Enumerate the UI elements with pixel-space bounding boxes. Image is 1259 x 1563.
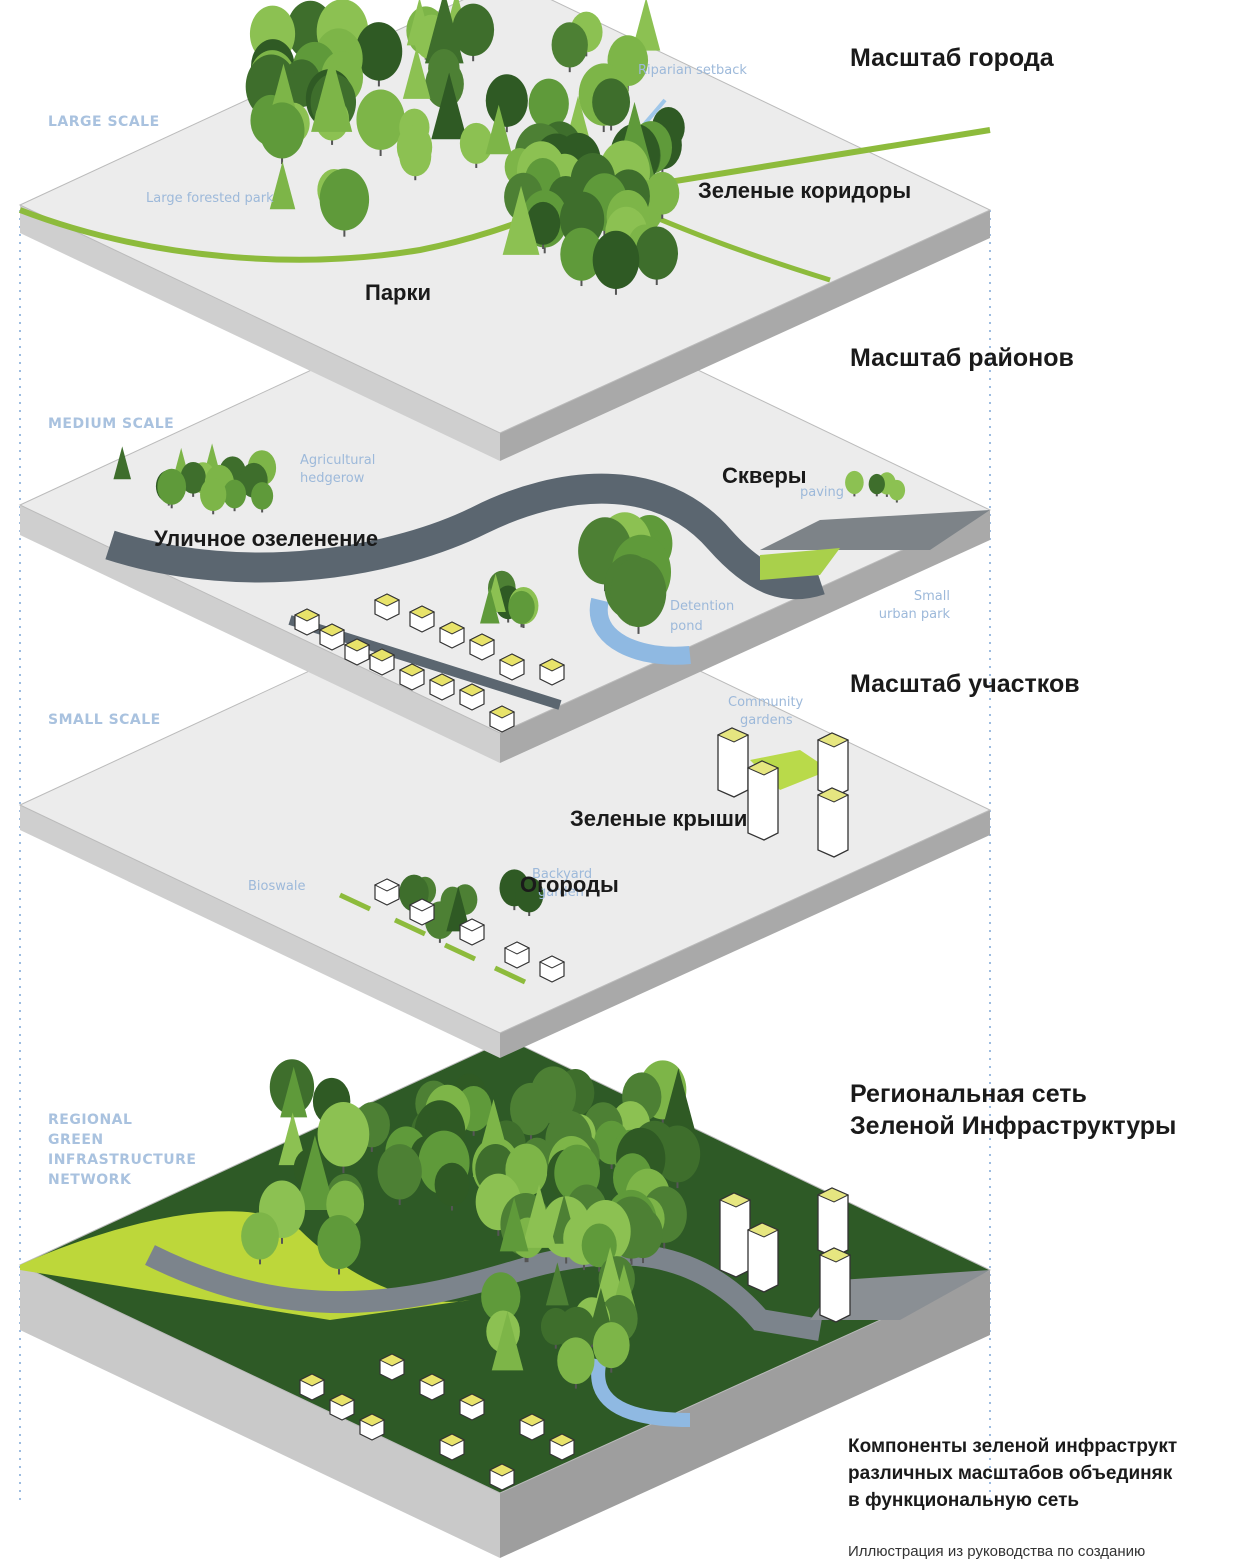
text-line: urban park bbox=[879, 607, 951, 622]
text-line: gardens bbox=[740, 713, 793, 728]
tree bbox=[611, 558, 667, 627]
annotation: Riparian setback bbox=[638, 63, 747, 78]
tree bbox=[529, 79, 569, 129]
caption: Компоненты зеленой инфраструкт различных … bbox=[848, 1436, 1177, 1511]
text-line: Региональная сеть bbox=[850, 1080, 1087, 1108]
tree bbox=[508, 591, 535, 624]
tree bbox=[593, 231, 640, 289]
tree bbox=[318, 1102, 370, 1167]
text-line: GREEN bbox=[48, 1132, 104, 1148]
tree bbox=[435, 1163, 470, 1206]
text-line: hedgerow bbox=[300, 471, 365, 486]
label: Уличное озеленение bbox=[154, 526, 378, 551]
label: Парки bbox=[365, 280, 431, 305]
tree bbox=[845, 471, 864, 494]
layer-title: Масштаб города bbox=[850, 44, 1055, 72]
tree bbox=[552, 22, 588, 67]
label: Скверы bbox=[722, 463, 807, 488]
text-line: REGIONAL bbox=[48, 1112, 132, 1128]
scale-label: LARGE SCALE bbox=[48, 114, 160, 130]
tree bbox=[356, 89, 404, 149]
tree bbox=[869, 474, 885, 494]
text-line: Зеленой Инфраструктуры bbox=[850, 1112, 1176, 1140]
tree bbox=[399, 136, 431, 176]
text-line: Bioswale bbox=[248, 879, 305, 894]
tree bbox=[635, 227, 678, 280]
artwork bbox=[20, 0, 990, 1558]
caption-note: Иллюстрация из руководства по созданию bbox=[848, 1543, 1145, 1560]
text-line: Small bbox=[914, 589, 950, 604]
tree bbox=[460, 123, 493, 164]
plate-top bbox=[20, 0, 990, 433]
annotation: Large forested park bbox=[146, 191, 274, 206]
text-line: в функциональную сеть bbox=[848, 1490, 1079, 1511]
tree bbox=[378, 1144, 422, 1199]
layer-title: Масштаб участков bbox=[850, 670, 1080, 698]
tree bbox=[200, 478, 226, 511]
tree bbox=[260, 102, 305, 158]
text-line: различных масштабов объединяк bbox=[848, 1463, 1173, 1484]
tree bbox=[317, 1215, 360, 1269]
page: {"layers":[ {"scale_label":"LARGE SCALE"… bbox=[0, 0, 1259, 1563]
scale-label: REGIONAL GREEN INFRASTRUCTURE NETWORK bbox=[48, 1112, 196, 1188]
tree bbox=[486, 74, 528, 127]
annotation: Small urban park bbox=[879, 589, 951, 622]
diagram: LARGE SCALE Масштаб города Riparian setb… bbox=[0, 0, 1259, 1563]
tree bbox=[223, 480, 246, 509]
label: Зеленые крыши bbox=[570, 806, 747, 831]
text-line: NETWORK bbox=[48, 1172, 132, 1188]
text-line: Detention bbox=[670, 599, 734, 614]
tree bbox=[251, 482, 273, 510]
text-line: Community bbox=[728, 695, 804, 710]
tree bbox=[592, 78, 630, 125]
scale-label: SMALL SCALE bbox=[48, 712, 161, 728]
tree bbox=[157, 469, 186, 505]
text-line: Компоненты зеленой инфраструкт bbox=[848, 1436, 1177, 1457]
tree bbox=[241, 1212, 279, 1259]
plate bbox=[20, 0, 990, 461]
tree bbox=[593, 1322, 630, 1368]
layer-title: Региональная сеть Зеленой Инфраструктуры bbox=[850, 1080, 1176, 1140]
tree bbox=[645, 172, 679, 215]
text-line: INFRASTRUCTURE bbox=[48, 1152, 196, 1168]
tree bbox=[889, 480, 906, 501]
scale-label: MEDIUM SCALE bbox=[48, 416, 174, 432]
layer-title: Масштаб районов bbox=[850, 344, 1074, 372]
label: Огороды bbox=[520, 872, 619, 897]
tree bbox=[557, 1337, 594, 1384]
text-line: Agricultural bbox=[300, 453, 375, 468]
tree bbox=[320, 169, 369, 231]
plate bbox=[20, 1039, 990, 1558]
annotation: Bioswale bbox=[248, 879, 305, 894]
text-line: pond bbox=[670, 619, 703, 634]
label: Зеленые коридоры bbox=[698, 178, 911, 203]
